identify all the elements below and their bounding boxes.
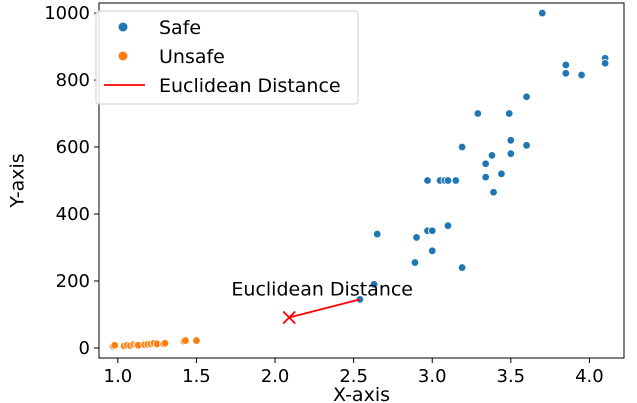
- legend-safe-label: Safe: [159, 17, 201, 39]
- legend-safe-marker: [118, 22, 128, 32]
- safe-point: [522, 141, 531, 150]
- plot-area-border: [98, 2, 625, 359]
- y-tick-label: 800: [56, 70, 90, 91]
- x-tick-label: 3.5: [497, 366, 526, 387]
- safe-point: [481, 172, 490, 182]
- safe-point: [423, 176, 432, 185]
- safe-point: [506, 149, 516, 158]
- safe-point: [538, 8, 547, 18]
- x-tick-label: 3.0: [418, 366, 447, 387]
- safe-point: [443, 221, 453, 230]
- safe-point: [497, 169, 506, 179]
- safe-point: [487, 151, 497, 160]
- safe-point: [481, 159, 490, 168]
- safe-point: [410, 258, 420, 267]
- y-tick-label: 1000: [44, 3, 90, 24]
- safe-point: [577, 70, 586, 80]
- y-tick-label: 400: [56, 204, 90, 225]
- safe-point: [600, 59, 610, 68]
- euclidean-distance-line: [282, 298, 361, 325]
- axes-frame: [98, 2, 625, 359]
- x-tick-label: 2.0: [261, 366, 290, 387]
- legend: Safe Unsafe Euclidean Distance: [95, 10, 359, 105]
- safe-point: [505, 109, 514, 118]
- distance-segment: [288, 298, 361, 319]
- safe-point: [561, 60, 571, 70]
- legend-frame: [95, 10, 359, 105]
- legend-distance-label: Euclidean Distance: [159, 75, 341, 97]
- safe-point: [457, 142, 467, 152]
- safe-point: [506, 136, 516, 145]
- unsafe-point: [110, 341, 119, 350]
- safe-point: [561, 69, 571, 78]
- unsafe-point: [160, 339, 170, 348]
- safe-point: [473, 109, 483, 118]
- safe-point: [428, 226, 437, 235]
- safe-point: [443, 176, 453, 185]
- y-tick-label: 200: [56, 271, 90, 292]
- safe-point: [457, 263, 467, 272]
- unsafe-point: [181, 336, 190, 345]
- y-tick-label: 600: [56, 137, 90, 158]
- distance-annotation: Euclidean Distance: [231, 278, 413, 300]
- x-axis-label: X-axis: [333, 384, 390, 403]
- y-axis-label: Y-axis: [7, 153, 29, 208]
- x-tick-label: 2.5: [339, 366, 368, 387]
- safe-point: [451, 176, 461, 185]
- safe-point: [489, 188, 498, 197]
- x-tick-label: 4.0: [575, 366, 604, 387]
- legend-unsafe-label: Unsafe: [159, 46, 225, 68]
- x-tick-label: 1.0: [104, 366, 133, 387]
- legend-unsafe-marker: [118, 51, 128, 61]
- safe-point: [428, 246, 437, 256]
- safe-point: [369, 280, 379, 289]
- y-tick-label: 0: [79, 338, 90, 359]
- x-axis-ticks: 1.0 1.5 2.0 2.5 3.0 3.5 4.0: [104, 358, 604, 387]
- distance-x-marker: [282, 310, 296, 325]
- safe-point: [412, 233, 421, 242]
- safe-point: [522, 92, 531, 101]
- unsafe-point: [192, 336, 201, 345]
- data-points: [108, 8, 610, 351]
- y-axis-ticks: 0 200 400 600 800 1000: [44, 3, 99, 359]
- safe-point: [373, 229, 382, 239]
- x-tick-label: 1.5: [182, 366, 211, 387]
